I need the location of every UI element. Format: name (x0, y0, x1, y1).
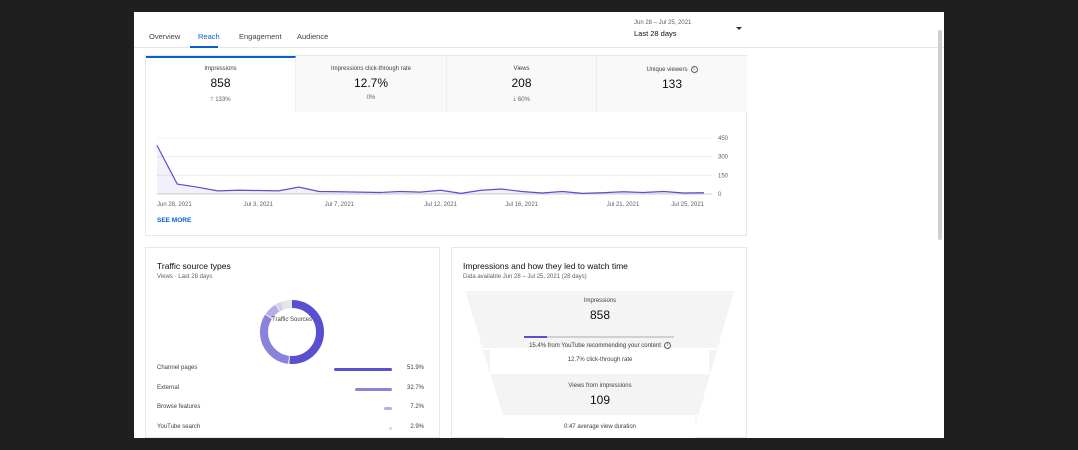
traffic-source-bar (383, 407, 392, 410)
metric-unique-viewers[interactable]: Unique viewers i 133 (597, 56, 747, 112)
traffic-source-bar (388, 426, 392, 430)
funnel-views-label: Views from impressions (568, 383, 632, 389)
header-bar: Overview Reach Engagement Audience Jun 2… (134, 12, 944, 48)
donut-slice (260, 300, 324, 364)
info-icon[interactable]: i (690, 66, 698, 73)
info-icon[interactable]: i (663, 342, 671, 349)
traffic-source-name: External (157, 384, 180, 391)
traffic-source-name: Browse features (157, 404, 201, 410)
traffic-source-bar (355, 387, 392, 391)
traffic-source-row[interactable]: Channel pages 51.9% (157, 365, 427, 377)
metric-value: 12.7% (353, 76, 389, 90)
traffic-source-name: YouTube search (157, 423, 201, 430)
x-tick-label: Jul 12, 2021 (424, 202, 457, 208)
x-tick-label: Jun 28, 2021 (157, 202, 192, 208)
see-more-link[interactable]: SEE MORE (157, 217, 192, 224)
recommend-progress-fill (524, 336, 548, 338)
y-tick-label: 450 (718, 136, 729, 142)
metric-delta: 🡓 60% (447, 95, 596, 105)
metric-ctr[interactable]: Impressions click-through rate 12.7% 0% (296, 56, 447, 112)
active-tab-indicator (190, 46, 218, 48)
x-tick-label: Jul 25, 2021 (671, 202, 704, 208)
traffic-source-row[interactable]: Browse features 7.2% (157, 404, 427, 416)
y-tick-label: 150 (718, 173, 729, 179)
metric-delta-value: 0% (366, 95, 376, 101)
x-tick-label: Jul 16, 2021 (505, 202, 538, 208)
tab-audience[interactable]: Audience (297, 32, 329, 41)
metric-label: Impressions click-through rate (330, 66, 412, 72)
metric-impressions[interactable]: Impressions 858 🡑 133% (146, 56, 296, 112)
metric-label: Unique viewers i (597, 66, 747, 73)
x-tick-label: Jul 7, 2021 (325, 202, 355, 208)
scrollbar[interactable] (938, 30, 942, 240)
funnel-gap (490, 350, 709, 372)
donut-slice (260, 300, 324, 364)
funnel-recommend-row: 15.4% from YouTube recommending your con… (452, 329, 748, 349)
metric-label-text: Unique viewers (646, 67, 688, 74)
traffic-source-percent: 7.2% (410, 404, 424, 410)
date-range-label: Last 28 days (634, 29, 677, 38)
arrow-up-icon: 🡑 (210, 97, 214, 103)
tab-overview[interactable]: Overview (149, 32, 181, 41)
card-subtitle: Data available Jun 28 – Jul 25, 2021 (28… (463, 274, 587, 280)
metric-delta-value: 60% (517, 97, 530, 103)
metric-label: Views (513, 66, 530, 72)
metric-delta: 🡑 133% (146, 95, 295, 105)
traffic-source-card: Traffic source types Views · Last 28 day… (145, 247, 440, 438)
y-tick-label: 300 (718, 155, 729, 161)
traffic-donut-chart (260, 300, 324, 364)
funnel-impressions-label: Impressions (583, 298, 617, 304)
metric-delta-value: 133% (215, 97, 231, 103)
metric-label: Impressions (204, 66, 237, 72)
analytics-window: Overview Reach Engagement Audience Jun 2… (134, 12, 944, 438)
funnel-impressions-value: 858 (589, 308, 611, 322)
series-line (156, 145, 705, 194)
traffic-source-percent: 2.9% (410, 423, 424, 430)
x-tick-label: Jul 21, 2021 (607, 202, 640, 208)
funnel-views-value: 109 (589, 393, 611, 407)
traffic-source-percent: 51.9% (406, 365, 424, 371)
arrow-down-icon: 🡓 (513, 97, 517, 103)
impressions-chart: 0 150 300 450 Jun 28, 2021 Jul 3, 2021 Jul 7, … (156, 136, 729, 208)
funnel-shape (465, 291, 734, 438)
impressions-funnel-card: Impressions and how they led to watch ti… (451, 247, 747, 438)
funnel-duration-text: 0:47 average view duration (563, 424, 637, 430)
funnel-ctr-text: 12.7% click-through rate (567, 357, 633, 363)
card-title: Traffic source types (157, 261, 231, 271)
card-title: Impressions and how they led to watch ti… (463, 261, 628, 271)
funnel-gap (504, 417, 695, 438)
traffic-source-row[interactable]: YouTube search 2.9% (157, 424, 427, 436)
card-subtitle: Views · Last 28 days (157, 274, 213, 280)
traffic-source-name: Channel pages (157, 365, 198, 371)
recommend-progress-bar (524, 336, 674, 338)
metric-value: 858 (210, 76, 231, 90)
date-range-dates: Jun 28 – Jul 25, 2021 (634, 20, 692, 26)
metric-views[interactable]: Views 208 🡓 60% (447, 56, 597, 112)
reach-metrics-card: Impressions 858 🡑 133% Impressions click… (145, 55, 747, 236)
traffic-source-row[interactable]: External 32.7% (157, 385, 427, 397)
tab-engagement[interactable]: Engagement (239, 32, 282, 41)
series-area (157, 145, 704, 194)
metric-value: 208 (511, 76, 532, 90)
funnel-recommend-text: 15.4% from YouTube recommending your con… (529, 343, 661, 350)
metric-value: 133 (661, 77, 683, 92)
traffic-source-bar (334, 368, 392, 371)
tab-reach[interactable]: Reach (198, 32, 220, 41)
date-range-selector[interactable]: Jun 28 – Jul 25, 2021 Last 28 days (634, 20, 691, 38)
donut-center-label: Traffic Sources (272, 317, 313, 323)
x-tick-label: Jul 3, 2021 (244, 202, 274, 208)
traffic-source-percent: 32.7% (406, 384, 424, 391)
chevron-down-icon[interactable] (736, 27, 742, 30)
y-tick-label: 0 (718, 192, 722, 198)
